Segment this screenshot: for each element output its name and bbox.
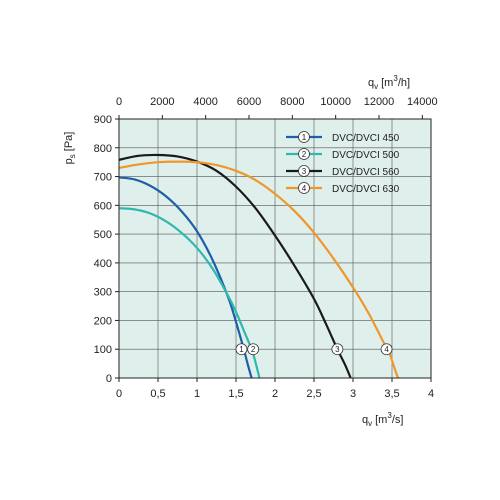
x-top-tick-label: 10000 (320, 96, 351, 108)
legend-marker-label: 1 (302, 133, 307, 142)
legend-marker-circle (298, 182, 310, 194)
x-top-tick-label: 12000 (364, 96, 395, 108)
x-tick-label: 3,5 (384, 388, 399, 400)
curve-marker-3 (331, 343, 344, 356)
y-tick-label: 0 (106, 373, 112, 385)
curve-marker-4 (380, 343, 393, 356)
curve-marker-2 (247, 343, 260, 356)
x-top-tick-label: 4000 (193, 96, 217, 108)
y-tick-label: 900 (94, 114, 112, 126)
curve-marker-label: 3 (335, 345, 340, 354)
y-tick-label: 800 (94, 143, 112, 155)
y-tick-label: 600 (94, 200, 112, 212)
legend: 1 DVC/DVCI 450 2 DVC/DVCI 500 3 DVC/DVCI 560 4… (286, 131, 400, 195)
x-tick-label: 2 (272, 388, 278, 400)
y-tick-label: 700 (94, 172, 112, 184)
legend-marker-label: 4 (302, 184, 307, 193)
series-line-3 (118, 153, 352, 379)
legend-entry-3: DVC/DVCI 560 (332, 167, 400, 178)
legend-marker-circle (298, 165, 310, 177)
legend-marker-circle (298, 148, 310, 160)
legend-entry-4: DVC/DVCI 630 (332, 184, 400, 195)
x-tick-label: 0,5 (150, 388, 165, 400)
x-top-axis-unit-sup: 3 (393, 74, 398, 83)
x-tick-label: 1,5 (228, 388, 243, 400)
x-top-axis-label: qv [m3/h] (368, 74, 410, 91)
x-tick-label: 1 (194, 388, 200, 400)
x-top-axis-unit-suffix: /h] (398, 77, 410, 89)
x-top-axis-unit-prefix: [m (381, 77, 393, 89)
x-axis-unit-suffix: /s] (392, 414, 404, 426)
legend-marker-circle (298, 131, 310, 143)
x-axis-ticks: 0 0,5 1 1,5 2 2,5 3 3,5 4 (116, 378, 434, 400)
y-tick-label: 400 (94, 258, 112, 270)
x-top-tick-label: 8000 (280, 96, 304, 108)
x-top-tick-label: 0 (116, 96, 122, 108)
y-axis-subscript: s (68, 154, 77, 158)
legend-marker-label: 2 (302, 150, 307, 159)
x-axis-unit-sup: 3 (387, 411, 392, 420)
x-top-axis-subscript: v (374, 82, 378, 91)
y-tick-label: 300 (94, 287, 112, 299)
y-axis-symbol: p (63, 158, 75, 164)
curve-marker-label: 4 (384, 345, 389, 354)
x-axis-subscript: v (368, 419, 372, 428)
x-tick-label: 2,5 (306, 388, 321, 400)
x-top-axis-symbol: q (368, 77, 374, 89)
y-axis-unit: [Pa] (63, 132, 75, 152)
x-axis-label: qv [m3/s] (362, 411, 403, 428)
x-tick-label: 0 (116, 388, 122, 400)
x-tick-label: 4 (428, 388, 434, 400)
y-axis-label: ps [Pa] (63, 132, 77, 165)
x-top-tick-label: 14000 (407, 96, 438, 108)
x-top-axis-ticks: 0 2000 4000 6000 8000 10000 12000 14000 (116, 96, 438, 119)
legend-entry-1: DVC/DVCI 450 (332, 133, 400, 144)
legend-marker-label: 3 (302, 167, 307, 176)
x-tick-label: 3 (350, 388, 356, 400)
y-axis-ticks: 0 100 200 300 400 500 600 700 800 900 (94, 114, 119, 385)
x-axis-symbol: q (362, 414, 368, 426)
y-tick-label: 200 (94, 315, 112, 327)
y-tick-label: 500 (94, 229, 112, 241)
x-top-tick-label: 2000 (150, 96, 174, 108)
x-axis-unit-prefix: [m (375, 414, 387, 426)
curve-marker-1 (235, 343, 248, 356)
x-top-tick-label: 6000 (237, 96, 261, 108)
legend-entry-2: DVC/DVCI 500 (332, 150, 400, 161)
curve-marker-label: 2 (251, 345, 256, 354)
curve-marker-label: 1 (239, 345, 244, 354)
y-tick-label: 100 (94, 344, 112, 356)
